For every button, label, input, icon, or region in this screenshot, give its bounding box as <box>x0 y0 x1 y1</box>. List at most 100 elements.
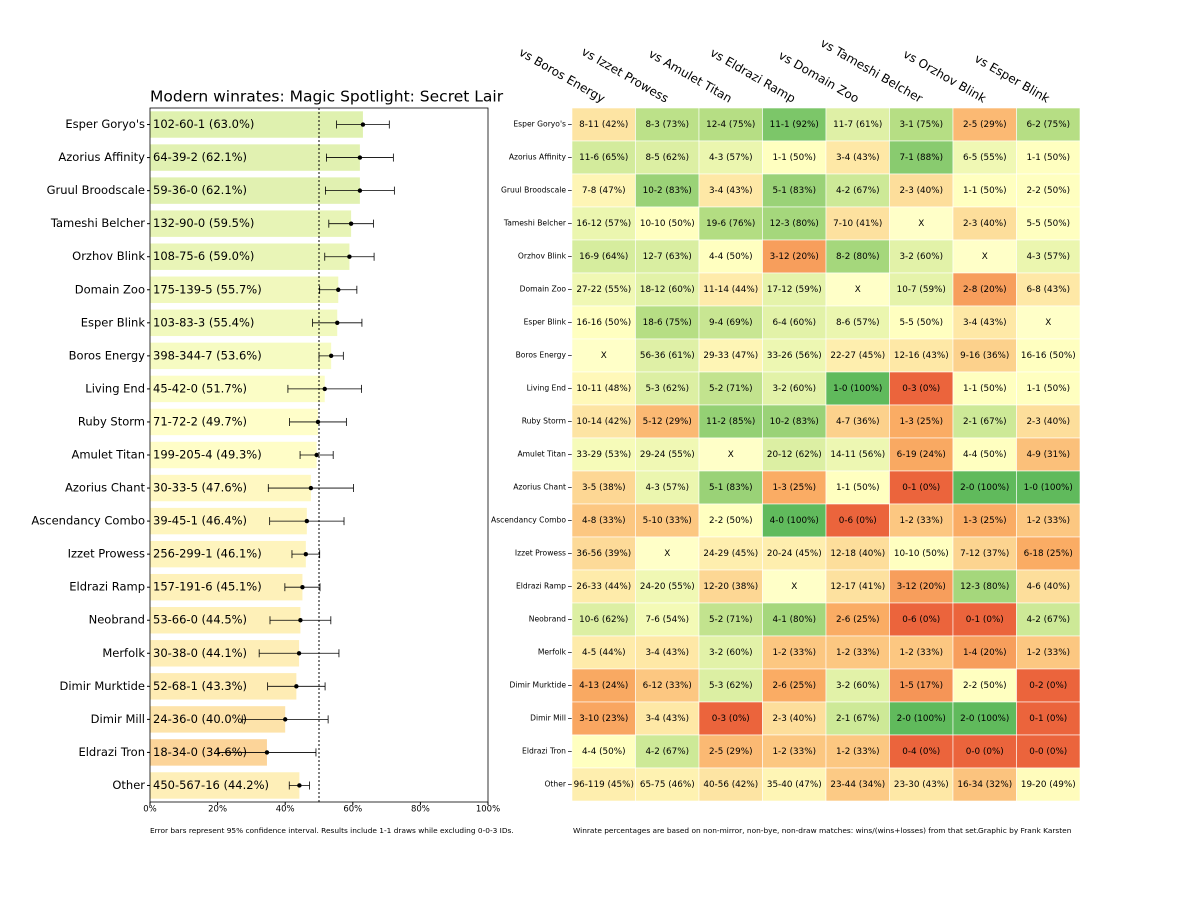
bar-label: 103-83-3 (55.4%) <box>153 315 254 329</box>
cell-label: 6-19 (24%) <box>897 450 946 460</box>
cell-label: 9-4 (69%) <box>709 318 753 328</box>
cell-label: 3-4 (43%) <box>709 186 753 196</box>
cell <box>762 470 827 505</box>
cell-label: 8-5 (62%) <box>645 153 689 163</box>
cell <box>952 338 1017 373</box>
bar <box>150 772 300 799</box>
cell-label: 1-5 (17%) <box>899 681 943 691</box>
cell <box>1016 701 1081 736</box>
cell-label: 36-56 (39%) <box>576 549 631 559</box>
empty-cell <box>952 239 1017 274</box>
cell-label: 16-12 (57%) <box>576 219 631 229</box>
bar-label: 450-567-16 (44.2%) <box>153 778 269 792</box>
cell-label: 2-6 (25%) <box>772 681 816 691</box>
cell-label: 1-2 (33%) <box>1026 516 1070 526</box>
cell-label: 2-0 (100%) <box>960 483 1009 493</box>
row-label: Izzet Prowess <box>515 549 566 558</box>
cell-label: 2-3 (40%) <box>899 186 943 196</box>
cell-label: 1-2 (33%) <box>1026 648 1070 658</box>
y-tick-label: Ascendancy Combo <box>31 514 145 528</box>
cell-label: 1-2 (33%) <box>836 747 880 757</box>
cell <box>762 602 827 637</box>
point <box>348 221 354 226</box>
cell-label: 2-1 (67%) <box>836 714 880 724</box>
cell-label: 6-18 (25%) <box>1024 549 1073 559</box>
cell <box>1016 503 1081 538</box>
y-tick-label: Boros Energy <box>69 348 146 362</box>
point <box>360 122 366 127</box>
y-tick-label: Merfolk <box>102 646 145 660</box>
empty-cell <box>698 437 763 472</box>
cell <box>825 305 890 340</box>
cell-label: 12-4 (75%) <box>706 120 755 130</box>
cell-label: 1-1 (50%) <box>1026 153 1070 163</box>
point <box>294 684 299 689</box>
cell <box>571 536 636 571</box>
cell-label: 1-2 (33%) <box>899 516 943 526</box>
cell <box>698 569 763 604</box>
cell-label: 23-30 (43%) <box>894 780 949 790</box>
point <box>303 551 309 557</box>
point <box>335 320 340 326</box>
cell-label: 1-2 (33%) <box>899 648 943 658</box>
cell-label: 6-4 (60%) <box>772 318 816 328</box>
cell <box>825 107 890 142</box>
cell-label: 96-119 (45%) <box>574 780 634 790</box>
cell-label: X <box>982 252 988 262</box>
cell <box>889 140 954 175</box>
cell <box>825 503 890 538</box>
cell-label: 2-1 (67%) <box>963 417 1007 427</box>
bar <box>150 342 332 370</box>
bar-label: 24-36-0 (40.0%) <box>153 712 247 726</box>
cell <box>571 602 636 637</box>
cell-label: 33-29 (53%) <box>576 450 631 460</box>
cell-label: 16-16 (50%) <box>1021 351 1076 361</box>
cell-label: 7-12 (37%) <box>960 549 1009 559</box>
cell <box>698 701 763 736</box>
cell-label: 7-1 (88%) <box>899 153 943 163</box>
bar <box>150 111 363 138</box>
cell-label: 4-3 (57%) <box>645 483 689 493</box>
point <box>300 584 305 590</box>
point <box>357 188 363 193</box>
x-tick-label: 80% <box>411 805 430 815</box>
cell-label: 3-4 (43%) <box>645 714 689 724</box>
cell-label: X <box>918 219 924 229</box>
cell-label: 0-3 (0%) <box>712 714 750 724</box>
row-label: Boros Energy <box>516 351 567 360</box>
cell <box>825 602 890 637</box>
row-label: Esper Blink <box>524 318 567 327</box>
cell <box>571 140 636 175</box>
cell-label: 3-2 (60%) <box>836 681 880 691</box>
bar-label: 45-42-0 (51.7%) <box>153 381 247 395</box>
cell <box>889 767 954 802</box>
cell <box>635 239 700 274</box>
cell <box>698 470 763 505</box>
cell <box>762 668 827 703</box>
cell-label: 3-4 (43%) <box>963 318 1007 328</box>
cell-label: 3-1 (75%) <box>899 120 943 130</box>
point <box>297 783 302 788</box>
row-label: Eldrazi Ramp <box>516 582 566 591</box>
cell-label: 4-9 (31%) <box>1026 450 1070 460</box>
bar <box>150 144 360 171</box>
cell-label: 11-1 (92%) <box>770 120 819 130</box>
cell-label: 1-1 (50%) <box>963 384 1007 394</box>
y-tick-label: Dimir Mill <box>91 712 145 726</box>
cell-label: X <box>728 450 734 460</box>
cell <box>635 371 700 406</box>
cell-label: 12-18 (40%) <box>830 549 885 559</box>
empty-cell <box>1016 305 1081 340</box>
cell-label: 0-1 (0%) <box>1029 714 1067 724</box>
cell-label: 10-2 (83%) <box>643 186 692 196</box>
cell <box>571 470 636 505</box>
cell-label: 1-4 (20%) <box>963 648 1007 658</box>
cell <box>889 569 954 604</box>
cell-label: 4-3 (57%) <box>709 153 753 163</box>
y-tick-label: Eldrazi Tron <box>78 745 145 759</box>
cell <box>762 173 827 208</box>
cell <box>1016 734 1081 769</box>
row-label: Azorius Affinity <box>509 153 567 162</box>
cell <box>889 701 954 736</box>
bar-label: 398-344-7 (53.6%) <box>153 348 262 362</box>
